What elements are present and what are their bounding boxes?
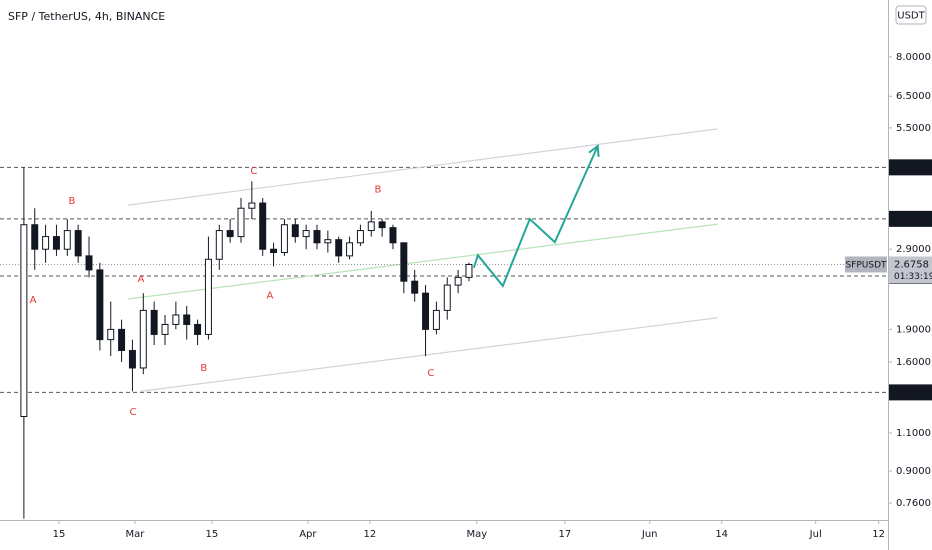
plot: A B A C B C A B C bbox=[0, 128, 888, 519]
wave-label: B bbox=[69, 196, 76, 207]
currency[interactable]: USDT bbox=[897, 11, 925, 22]
channel-line bbox=[127, 128, 718, 206]
candle-body bbox=[270, 248, 278, 254]
candle-body bbox=[139, 309, 147, 369]
candle-body bbox=[411, 280, 419, 294]
level-label: 4.4666 bbox=[894, 163, 932, 174]
projection-path bbox=[472, 145, 599, 288]
candle-body bbox=[302, 230, 310, 238]
wave-label: C bbox=[427, 368, 434, 379]
candle-body bbox=[324, 239, 332, 244]
candle-body bbox=[454, 276, 462, 286]
y-tick-label: 1.9000 bbox=[896, 324, 931, 335]
x-tick-label: 15 bbox=[206, 529, 219, 540]
candle-body bbox=[74, 230, 82, 257]
candle-body bbox=[204, 258, 212, 335]
candle-body bbox=[226, 230, 234, 238]
candle-body bbox=[150, 309, 158, 335]
last-price-box bbox=[889, 256, 932, 284]
candle-body bbox=[400, 242, 408, 282]
candle-body bbox=[215, 230, 223, 260]
y-tick-label: 6.5000 bbox=[896, 91, 931, 102]
level-box bbox=[889, 159, 932, 176]
y-tick-label: 8.0000 bbox=[896, 52, 931, 63]
candle-body bbox=[96, 269, 104, 341]
symbol-box bbox=[845, 256, 887, 273]
candle-body bbox=[465, 263, 473, 278]
y-tick-label: 0.9000 bbox=[896, 466, 931, 477]
x-tick-label: 15 bbox=[53, 529, 66, 540]
x-tick-label: Jul bbox=[809, 529, 822, 540]
wave-label: C bbox=[129, 407, 136, 418]
candle-body bbox=[118, 328, 126, 351]
candle-body bbox=[248, 202, 256, 209]
chart-title: SFP / TetherUS, 4h, BINANCE bbox=[8, 10, 165, 23]
x-tick-label: Mar bbox=[125, 529, 145, 540]
candle-body bbox=[42, 236, 50, 250]
candle-body bbox=[356, 230, 364, 244]
wave-label: A bbox=[30, 295, 37, 306]
y-tick-label: 1.6000 bbox=[896, 357, 931, 368]
x-tick-label: Apr bbox=[299, 529, 317, 540]
candle-body bbox=[280, 224, 288, 254]
level-label: 1.3626 bbox=[894, 388, 932, 399]
candle-body bbox=[335, 239, 343, 257]
level-label: 3.4037 bbox=[894, 214, 932, 225]
candle-body bbox=[172, 314, 180, 325]
candle-body bbox=[52, 236, 60, 250]
candle-body bbox=[20, 224, 28, 417]
countdown-label: 01:33:19 bbox=[894, 272, 932, 282]
y-tick-label: 1.1000 bbox=[896, 428, 931, 439]
wave-label: B bbox=[374, 185, 381, 196]
x-tick-label: 12 bbox=[363, 529, 376, 540]
wave-label: C bbox=[250, 166, 257, 177]
last-price-label: 2.6758 bbox=[894, 259, 929, 270]
x-tick-label: 12 bbox=[872, 529, 885, 540]
candle-body bbox=[63, 230, 71, 250]
x-tick-label: 14 bbox=[715, 529, 728, 540]
y-tick-label: 2.9000 bbox=[896, 244, 931, 255]
channel-line bbox=[139, 317, 718, 392]
channel-line bbox=[127, 223, 718, 300]
wave-label: B bbox=[200, 363, 207, 374]
level-box bbox=[889, 210, 932, 227]
candle-body bbox=[259, 202, 267, 250]
candle-body bbox=[237, 207, 245, 238]
y-tick-label: 5.5000 bbox=[896, 123, 931, 134]
candle-body bbox=[422, 292, 430, 330]
x-tick-label: May bbox=[466, 529, 487, 540]
y-tick-label: 0.7600 bbox=[896, 498, 931, 509]
axes: 8.0000 6.5000 5.5000 2.9000 1.9000 1.6000 1.10… bbox=[53, 52, 932, 540]
candle-body bbox=[313, 230, 321, 244]
candle-body bbox=[367, 221, 375, 232]
candle-body bbox=[161, 323, 169, 335]
candle-body bbox=[443, 284, 451, 311]
candle-body bbox=[389, 227, 397, 244]
candle-body bbox=[85, 255, 93, 271]
projection-arrowhead bbox=[588, 144, 600, 158]
candle-body bbox=[183, 314, 191, 325]
x-tick-label: 17 bbox=[558, 529, 571, 540]
wave-label: A bbox=[266, 291, 273, 302]
candle-body bbox=[107, 328, 115, 341]
candle-body bbox=[378, 221, 386, 229]
x-tick-label: Jun bbox=[641, 529, 658, 540]
candle-body bbox=[346, 242, 354, 257]
candle-body bbox=[432, 309, 440, 330]
wave-label: A bbox=[137, 274, 144, 285]
symbol-label: SFPUSDT bbox=[845, 260, 887, 270]
candle-body bbox=[128, 349, 136, 369]
candle-body bbox=[31, 224, 39, 250]
candle-body bbox=[194, 323, 202, 335]
currency-box[interactable] bbox=[895, 5, 927, 25]
level-box bbox=[889, 384, 932, 401]
candle-body bbox=[291, 224, 299, 238]
